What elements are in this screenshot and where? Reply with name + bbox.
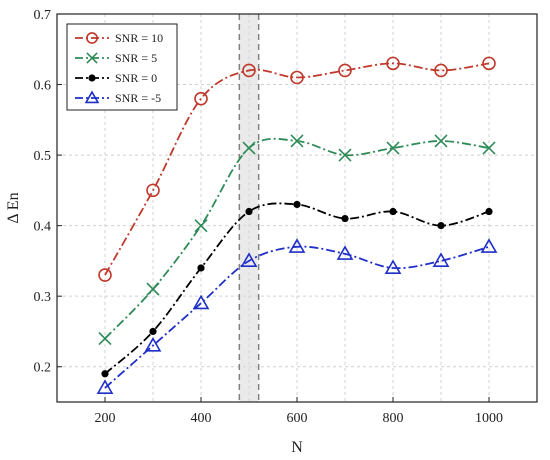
data-point <box>149 327 157 336</box>
x-tick-label: 600 <box>287 411 308 426</box>
marker-stroke <box>434 134 448 148</box>
legend-marker <box>86 52 98 64</box>
legend-label: SNR = 5 <box>115 51 157 65</box>
data-point <box>144 336 162 352</box>
legend-label: SNR = 10 <box>115 31 163 45</box>
data-point <box>242 141 256 155</box>
data-point <box>194 91 208 106</box>
data-point <box>242 63 256 78</box>
marker-stroke <box>338 148 352 162</box>
ticks: 200 400 600 800 1000 0.2 0.3 0.4 0.5 0.6 0.7 <box>34 8 504 426</box>
legend-label: SNR = -5 <box>115 91 161 105</box>
marker-stroke <box>386 141 400 155</box>
legend-marker <box>84 90 100 104</box>
legend: SNR = 10 SNR = 5 SNR = 0 SNR = -5 <box>66 23 178 111</box>
y-tick-label: 0.4 <box>34 220 52 235</box>
data-point <box>480 238 498 253</box>
data-point <box>434 134 448 148</box>
marker-stroke <box>290 134 304 148</box>
series-0 <box>98 56 496 282</box>
series-line <box>104 137 490 340</box>
data-point <box>197 264 205 272</box>
series-3 <box>96 238 498 394</box>
data-point <box>245 207 253 216</box>
y-tick-label: 0.5 <box>34 149 52 164</box>
data-point <box>434 63 448 78</box>
series-line <box>104 245 490 389</box>
legend-entry: SNR = -5 <box>75 90 161 105</box>
series-1 <box>98 134 496 346</box>
data-point <box>338 63 352 78</box>
data-point <box>98 331 112 346</box>
data-point <box>146 183 160 198</box>
data-point <box>293 200 301 209</box>
data-point <box>336 245 354 260</box>
data-point <box>290 134 304 148</box>
data-point <box>98 268 112 282</box>
legend-marker <box>86 32 98 44</box>
series-layer <box>96 56 498 394</box>
legend-entry: SNR = 0 <box>75 71 157 85</box>
data-point <box>437 222 445 230</box>
marker-stroke <box>86 52 98 64</box>
x-tick-label: 400 <box>191 411 212 426</box>
legend-entry: SNR = 10 <box>75 31 163 45</box>
legend-label: SNR = 0 <box>115 71 157 85</box>
data-point <box>432 252 450 267</box>
data-point <box>96 379 114 394</box>
data-point <box>482 141 496 155</box>
data-point <box>386 56 400 71</box>
data-point <box>384 259 402 275</box>
y-tick-label: 0.2 <box>34 361 52 376</box>
y-tick-label: 0.7 <box>34 8 52 23</box>
y-tick-label: 0.6 <box>34 79 52 94</box>
x-axis-label: N <box>291 439 303 456</box>
legend-marker <box>88 74 96 82</box>
marker-stroke <box>194 219 208 233</box>
x-tick-label: 800 <box>383 411 404 426</box>
data-point <box>146 282 160 296</box>
data-point <box>288 238 306 253</box>
data-point <box>240 252 258 267</box>
y-tick-label: 0.3 <box>34 290 52 305</box>
x-tick-label: 200 <box>95 411 116 426</box>
data-point <box>192 294 210 310</box>
data-point <box>338 148 352 162</box>
data-point <box>101 370 109 378</box>
data-point <box>386 141 400 155</box>
marker-stroke <box>98 331 112 346</box>
series-2 <box>101 200 493 378</box>
data-point <box>482 56 496 71</box>
marker-stroke <box>146 282 160 296</box>
data-point <box>341 214 349 223</box>
data-point <box>485 207 493 216</box>
legend-box <box>66 23 178 111</box>
data-point <box>290 70 304 85</box>
x-tick-label: 1000 <box>475 411 503 426</box>
legend-entry: SNR = 5 <box>75 51 157 65</box>
y-axis-label: Δ En <box>5 192 22 223</box>
series-line <box>104 62 490 276</box>
marker-stroke <box>242 141 256 155</box>
data-point <box>194 219 208 233</box>
series-line <box>104 202 490 375</box>
marker-stroke <box>482 141 496 155</box>
data-point <box>389 207 397 216</box>
